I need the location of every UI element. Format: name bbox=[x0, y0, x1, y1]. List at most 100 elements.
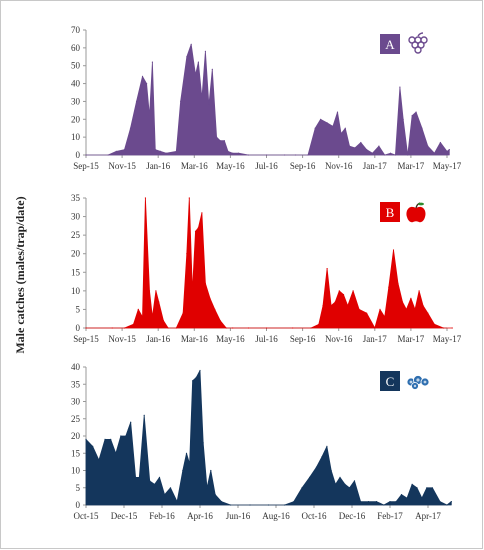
data-point bbox=[219, 140, 221, 142]
data-point bbox=[180, 100, 182, 102]
x-tick-label: May-16 bbox=[216, 334, 245, 344]
data-point bbox=[192, 380, 194, 382]
data-point bbox=[427, 312, 429, 314]
data-point bbox=[238, 152, 240, 154]
data-point bbox=[389, 501, 391, 503]
data-point bbox=[151, 316, 153, 318]
data-point bbox=[371, 152, 374, 154]
y-tick-label: 40 bbox=[71, 362, 81, 372]
data-point bbox=[155, 290, 157, 292]
data-point bbox=[85, 327, 87, 329]
x-tick-label: Jul-16 bbox=[255, 161, 278, 171]
data-point bbox=[158, 301, 160, 303]
data-point bbox=[399, 86, 401, 88]
data-point bbox=[326, 122, 328, 124]
y-tick-label: 5 bbox=[76, 304, 81, 314]
y-tick-label: 40 bbox=[71, 79, 81, 89]
x-tick-label: Nov-15 bbox=[108, 334, 136, 344]
data-point bbox=[265, 327, 268, 329]
series-area bbox=[85, 370, 452, 506]
data-point bbox=[247, 154, 250, 156]
data-point bbox=[439, 141, 441, 144]
data-point bbox=[164, 494, 166, 496]
data-point bbox=[318, 323, 320, 325]
panel-a: 0 10 20 30 40 50 60 70 Sep-15 Nov-15 Jan-16 Mar-16 M… bbox=[71, 25, 462, 171]
data-point bbox=[158, 476, 161, 478]
data-point bbox=[146, 83, 148, 85]
grapes-icon bbox=[408, 32, 428, 54]
data-point bbox=[427, 145, 429, 147]
data-point bbox=[366, 149, 368, 151]
data-point bbox=[154, 149, 156, 151]
data-point bbox=[431, 487, 433, 489]
blueberry-crown bbox=[416, 378, 420, 382]
x-tick-label: Apr-16 bbox=[187, 511, 213, 521]
data-point bbox=[175, 150, 177, 152]
data-point bbox=[186, 253, 188, 255]
data-point bbox=[162, 320, 164, 322]
x-tick-label: Jul-16 bbox=[255, 334, 278, 344]
data-point bbox=[265, 154, 268, 156]
grape-stem bbox=[417, 32, 424, 37]
data-point bbox=[185, 452, 188, 454]
y-tick-label: 70 bbox=[71, 25, 81, 35]
data-point bbox=[165, 152, 167, 154]
data-point bbox=[307, 154, 309, 156]
x-tick-label: Jan-16 bbox=[146, 161, 170, 171]
data-point bbox=[378, 145, 380, 147]
panel-b: 0 5 10 15 20 25 30 35 Sep-15 Nov-15 Jan-16 Mar-16 Ma… bbox=[71, 193, 462, 344]
data-point bbox=[225, 327, 227, 329]
data-point bbox=[360, 141, 362, 144]
data-point bbox=[182, 312, 184, 314]
x-tick-label: Mar-17 bbox=[397, 334, 424, 344]
data-point bbox=[358, 308, 360, 310]
data-point bbox=[407, 154, 409, 156]
data-point bbox=[374, 327, 376, 329]
data-point bbox=[123, 327, 126, 329]
data-point bbox=[410, 297, 412, 299]
data-point bbox=[232, 152, 234, 154]
y-tick-label: 0 bbox=[76, 500, 81, 510]
data-point bbox=[389, 152, 392, 154]
data-point bbox=[397, 282, 399, 284]
blueberry-crown bbox=[423, 380, 427, 384]
blueberry-crown bbox=[409, 380, 413, 384]
x-tick-label: Sep-15 bbox=[73, 161, 99, 171]
data-point bbox=[232, 327, 234, 329]
data-point bbox=[176, 501, 178, 503]
x-tick-label: Jan-17 bbox=[363, 334, 387, 344]
data-point bbox=[98, 459, 100, 461]
x-tick-label: Aug-16 bbox=[262, 511, 290, 521]
data-point bbox=[326, 268, 328, 270]
x-tick-label: Feb-17 bbox=[377, 511, 403, 521]
data-point bbox=[191, 290, 193, 292]
y-tick-label: 10 bbox=[71, 466, 81, 476]
x-tick-label: Feb-16 bbox=[149, 511, 175, 521]
data-point bbox=[130, 421, 132, 423]
data-point bbox=[214, 308, 216, 310]
data-point bbox=[320, 118, 322, 120]
data-point bbox=[247, 327, 250, 329]
data-point bbox=[201, 212, 203, 214]
data-point bbox=[284, 504, 286, 506]
data-point bbox=[85, 154, 87, 156]
y-tick-label: 30 bbox=[71, 397, 81, 407]
panel-label-box bbox=[380, 34, 400, 54]
data-point bbox=[143, 414, 145, 416]
data-point bbox=[223, 140, 225, 142]
data-point bbox=[175, 327, 177, 329]
data-point bbox=[230, 504, 232, 506]
y-tick-label: 20 bbox=[71, 431, 81, 441]
data-point bbox=[411, 115, 413, 117]
data-point bbox=[194, 230, 197, 232]
x-tick-label: Jan-17 bbox=[363, 161, 387, 171]
data-point bbox=[406, 497, 408, 499]
data-point bbox=[111, 327, 113, 329]
data-point bbox=[137, 308, 139, 310]
x-tick-label: Sep-15 bbox=[73, 334, 99, 344]
data-point bbox=[388, 286, 390, 288]
data-point bbox=[151, 61, 153, 63]
y-tick-label: 35 bbox=[71, 379, 81, 389]
data-point bbox=[211, 68, 213, 70]
